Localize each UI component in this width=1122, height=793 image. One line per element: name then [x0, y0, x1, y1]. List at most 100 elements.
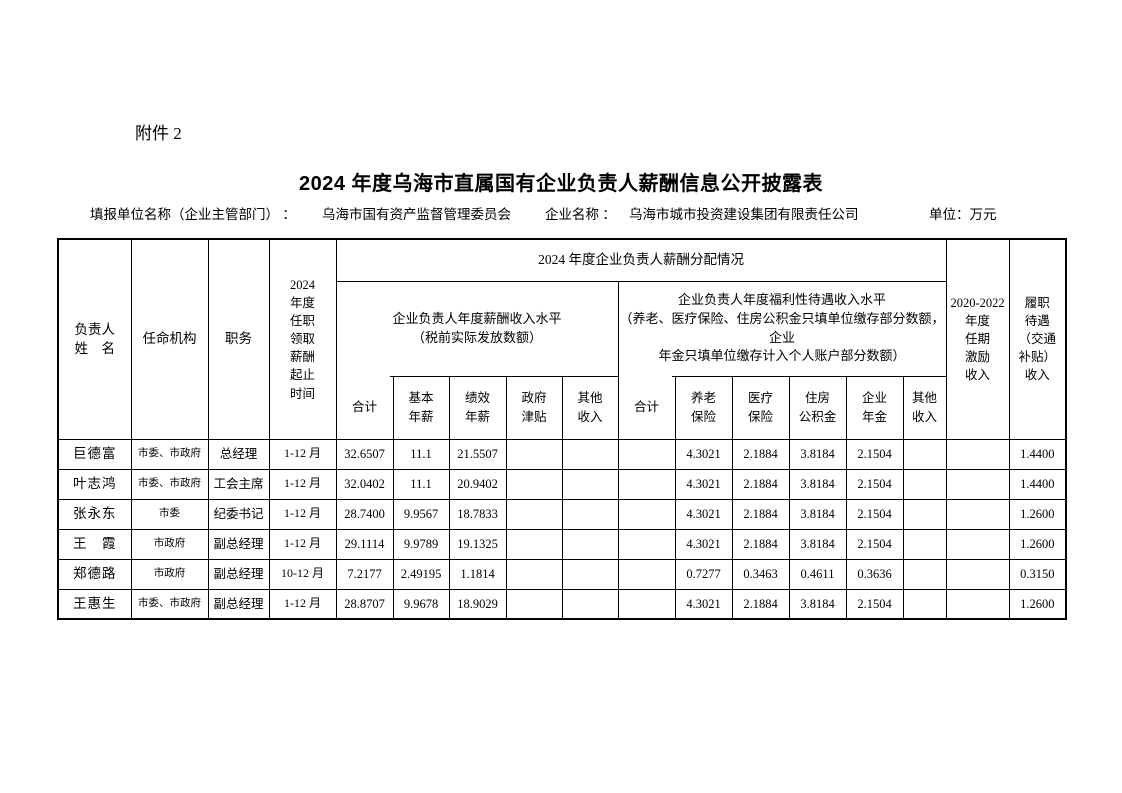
table-cell: 1.4400	[1008, 438, 1067, 470]
group-header-welfare: 企业负责人年度福利性待遇收入水平 （养老、医疗保险、住房公积金只填单位缴存部分数…	[617, 280, 947, 377]
table-cell	[505, 468, 563, 500]
table-cell: 市政府	[130, 558, 209, 590]
table-cell: 9.9789	[392, 528, 450, 560]
table-cell	[945, 438, 1010, 470]
table-cell	[561, 528, 619, 560]
table-cell: 郑德路	[57, 558, 132, 590]
table-cell: 4.3021	[674, 528, 733, 560]
merged-cell-border-patch	[337, 373, 390, 377]
table-cell: 28.8707	[335, 588, 394, 620]
table-cell: 18.7833	[448, 498, 507, 530]
table-cell: 1-12 月	[268, 438, 337, 470]
table-cell	[505, 558, 563, 590]
attachment-label: 附件 2	[135, 124, 182, 143]
table-row: 王 霞市政府 副总经理 1-12 月 29.1114 9.9789 19.1325 4.30…	[57, 528, 1067, 560]
table-cell: 1-12 月	[268, 468, 337, 500]
table-cell: 9.9678	[392, 588, 450, 620]
table-cell: 2.1504	[845, 528, 904, 560]
table-cell: 2.1504	[845, 438, 904, 470]
table-cell	[902, 468, 947, 500]
table-cell: 副总经理	[207, 558, 270, 590]
table-cell: 市委、市政府	[130, 438, 209, 470]
col-header-distribution: 2024 年度企业负责人薪酬分配情况	[335, 238, 947, 282]
table-cell: 1-12 月	[268, 528, 337, 560]
table-cell: 3.8184	[788, 438, 847, 470]
merged-cell-border-patch	[619, 373, 672, 377]
table-cell: 0.7277	[674, 558, 733, 590]
table-cell	[945, 558, 1010, 590]
table-row: 叶志鸿 市委、市政府 工会主席 1-12 月 32.0402 11.1 20.9402 4.3…	[57, 468, 1067, 500]
col-header-incentive: 2020-2022 年度 任期 激励 收入	[945, 238, 1010, 440]
table-cell: 7.2177	[335, 558, 394, 590]
table-cell	[945, 468, 1010, 500]
table-row: 张永东 市委 纪委书记 1-12 月 28.7400 9.9567 18.7833 4.302…	[57, 498, 1067, 530]
table-cell: 副总经理	[207, 588, 270, 620]
table-cell: 4.3021	[674, 468, 733, 500]
table-cell: 1-12 月	[268, 588, 337, 620]
header-row-2: 企业负责人年度薪酬收入水平 （税前实际发放数额） 企业负责人年度福利性待遇收入水…	[58, 280, 1066, 377]
table-cell: 4.3021	[674, 498, 733, 530]
table-cell: 9.9567	[392, 498, 450, 530]
table-cell: 2.1504	[845, 588, 904, 620]
table-cell	[945, 498, 1010, 530]
table-cell: 市委、市政府	[130, 468, 209, 500]
table-cell: 32.0402	[335, 468, 394, 500]
table-cell: 11.1	[392, 468, 450, 500]
col-header-period: 2024 年度 任职 领取 薪酬 起止 时间	[268, 238, 337, 440]
table-cell: 18.9029	[448, 588, 507, 620]
company-name-value: 乌海市城市投资建设集团有限责任公司	[629, 207, 859, 222]
table-cell: 巨德富	[57, 438, 132, 470]
table-cell	[902, 558, 947, 590]
salary-disclosure-table: 负责人 姓 名 任命机构 职务 2024 年度 任职 领取 薪酬 起止 时间 2…	[57, 238, 1068, 620]
table-cell	[617, 528, 676, 560]
table-cell	[902, 588, 947, 620]
col-header-welfare-total: 合计	[617, 375, 676, 440]
table-cell: 3.8184	[788, 528, 847, 560]
unit-label: 单位：万元	[929, 207, 997, 222]
table-cell: 3.8184	[788, 468, 847, 500]
table-cell: 0.4611	[788, 558, 847, 590]
table-cell: 3.8184	[788, 588, 847, 620]
table-cell: 2.1884	[731, 528, 790, 560]
table-cell	[617, 498, 676, 530]
table-cell	[617, 468, 676, 500]
table-cell: 11.1	[392, 438, 450, 470]
col-header-welfare-other: 其他 收入	[902, 375, 947, 440]
table-cell: 19.1325	[448, 528, 507, 560]
table-cell: 总经理	[207, 438, 270, 470]
table-cell: 2.1884	[731, 588, 790, 620]
table-cell: 21.5507	[448, 438, 507, 470]
header-row-3: 合计 基本 年薪 绩效 年薪 政府 津贴 其他 收入 合计 养老 保险 医疗 保…	[58, 375, 1066, 440]
table-cell: 1.1814	[448, 558, 507, 590]
table-cell	[945, 588, 1010, 620]
table-cell: 2.1884	[731, 438, 790, 470]
col-header-duty-allowance: 履职 待遇 （交通 补贴） 收入	[1008, 238, 1067, 440]
table-cell: 3.8184	[788, 498, 847, 530]
col-header-agency: 任命机构	[130, 238, 209, 440]
table-row: 王惠生 市委、市政府 副总经理 1-12 月 28.8707 9.9678 18.9029 4…	[57, 588, 1067, 620]
table-cell: 0.3463	[731, 558, 790, 590]
col-header-annuity: 企业 年金	[845, 375, 904, 440]
table-cell: 1.4400	[1008, 468, 1067, 500]
table-cell: 市委	[130, 498, 209, 530]
col-header-gov-allowance: 政府 津贴	[505, 375, 563, 440]
table-cell	[902, 438, 947, 470]
table-cell	[617, 588, 676, 620]
col-header-position: 职务	[207, 238, 270, 440]
table-cell	[561, 498, 619, 530]
col-header-salary-total: 合计	[335, 375, 394, 440]
table-cell: 29.1114	[335, 528, 394, 560]
table-cell: 2.1504	[845, 468, 904, 500]
company-name-label: 企业名称 ：	[545, 207, 616, 222]
reporting-unit-label: 填报单位名称（企业主管部门） ：	[90, 207, 296, 222]
table-cell: 1.2600	[1008, 588, 1067, 620]
table-cell: 王惠生	[57, 588, 132, 620]
table-cell	[617, 438, 676, 470]
table-cell: 市政府	[130, 528, 209, 560]
col-header-base-salary: 基本 年薪	[392, 375, 450, 440]
page-title: 2024 年度乌海市直属国有企业负责人薪酬信息公开披露表	[298, 173, 824, 195]
table-cell: 4.3021	[674, 588, 733, 620]
table-cell: 副总经理	[207, 528, 270, 560]
col-header-name: 负责人 姓 名	[57, 238, 132, 440]
